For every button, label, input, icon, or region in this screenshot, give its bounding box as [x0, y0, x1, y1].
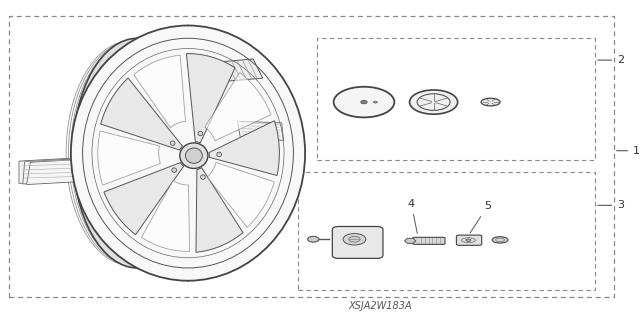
Ellipse shape — [217, 152, 221, 157]
Polygon shape — [207, 84, 262, 146]
Text: XSJA2W183A: XSJA2W183A — [348, 301, 412, 311]
Ellipse shape — [481, 98, 500, 106]
Ellipse shape — [200, 175, 205, 179]
Ellipse shape — [172, 168, 177, 172]
Circle shape — [410, 90, 458, 114]
Polygon shape — [209, 121, 279, 175]
Circle shape — [308, 236, 319, 242]
FancyBboxPatch shape — [456, 235, 482, 245]
Polygon shape — [207, 162, 274, 227]
Circle shape — [361, 100, 367, 104]
Polygon shape — [104, 163, 184, 235]
Polygon shape — [215, 59, 262, 81]
FancyBboxPatch shape — [332, 226, 383, 258]
Circle shape — [374, 101, 377, 103]
Polygon shape — [209, 163, 267, 215]
Polygon shape — [155, 172, 191, 248]
Ellipse shape — [86, 61, 189, 245]
Ellipse shape — [73, 38, 202, 268]
Text: 3: 3 — [598, 200, 624, 210]
Polygon shape — [23, 159, 82, 184]
Polygon shape — [147, 60, 189, 140]
Ellipse shape — [186, 148, 202, 163]
Circle shape — [343, 234, 366, 245]
Text: 2: 2 — [598, 55, 624, 65]
Polygon shape — [186, 54, 235, 143]
Polygon shape — [404, 238, 416, 243]
Polygon shape — [27, 159, 87, 185]
Polygon shape — [196, 168, 243, 252]
Polygon shape — [100, 146, 175, 170]
Polygon shape — [207, 84, 262, 146]
Polygon shape — [237, 121, 284, 140]
Text: 1: 1 — [617, 146, 640, 156]
Polygon shape — [209, 163, 267, 215]
Text: 5: 5 — [470, 202, 491, 233]
Ellipse shape — [180, 143, 208, 168]
Ellipse shape — [492, 237, 508, 243]
Text: 4: 4 — [408, 199, 417, 233]
Polygon shape — [155, 172, 191, 248]
Circle shape — [466, 239, 471, 241]
FancyBboxPatch shape — [413, 237, 445, 244]
Polygon shape — [98, 131, 160, 185]
Ellipse shape — [71, 26, 305, 281]
Polygon shape — [147, 60, 189, 140]
Polygon shape — [100, 78, 182, 150]
Circle shape — [349, 236, 360, 242]
Ellipse shape — [198, 131, 203, 136]
Circle shape — [333, 87, 394, 117]
Polygon shape — [141, 181, 189, 251]
Polygon shape — [205, 73, 271, 141]
Polygon shape — [100, 146, 175, 170]
Polygon shape — [134, 55, 186, 128]
Ellipse shape — [170, 141, 175, 145]
Polygon shape — [19, 158, 76, 183]
